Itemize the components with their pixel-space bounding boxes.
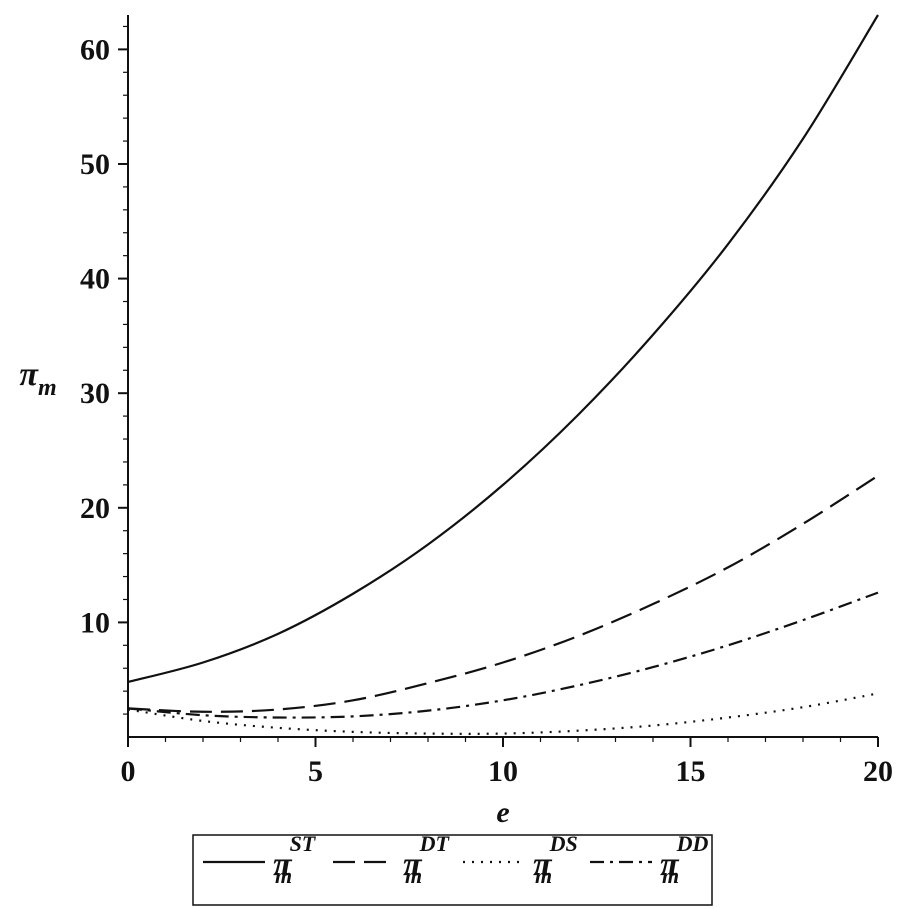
y-tick-label: 40 — [80, 263, 110, 296]
legend-label-dt: πDT m — [403, 831, 450, 888]
series-line-ds — [127, 692, 879, 735]
series-line-dt — [127, 474, 879, 713]
legend: πST m πDT m πDS m πDD m — [192, 831, 713, 906]
x-tick-label: 20 — [863, 755, 893, 788]
x-axis-label: e — [496, 796, 509, 829]
series-line-st — [127, 14, 879, 684]
y-axis-label-symbol: π — [19, 356, 39, 393]
legend-label-st: πST m — [273, 831, 317, 888]
x-tick-label: 0 — [121, 755, 136, 788]
y-axis-label: πm — [19, 356, 56, 401]
legend-box — [192, 834, 713, 906]
y-tick-label: 30 — [80, 377, 110, 410]
y-tick-label: 50 — [80, 148, 110, 181]
y-tick-label: 60 — [80, 33, 110, 66]
ticks: 0 5 10 15 20 10 20 30 40 50 60 — [80, 25, 893, 788]
x-tick-label: 10 — [488, 755, 518, 788]
plot-lines — [127, 14, 879, 735]
axes — [127, 15, 878, 738]
y-tick-label: 10 — [80, 606, 110, 639]
y-axis-label-subscript: m — [38, 375, 57, 401]
x-tick-label: 5 — [308, 755, 323, 788]
x-tick-label: 15 — [676, 755, 706, 788]
series-line-dd — [127, 591, 879, 719]
y-tick-label: 20 — [80, 492, 110, 525]
legend-label-dd: πDD m — [660, 831, 708, 888]
legend-label-ds: πDS m — [533, 831, 578, 888]
